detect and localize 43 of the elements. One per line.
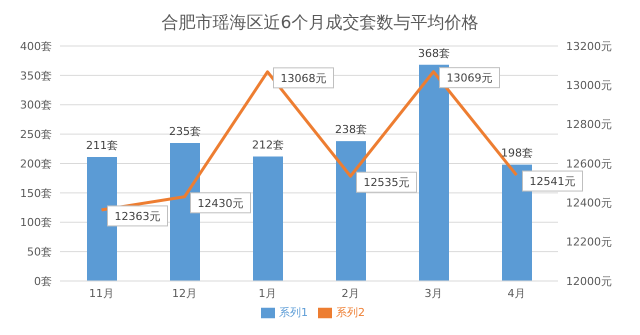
bar [502, 164, 532, 281]
y2-tick-label: 12600元 [566, 157, 612, 170]
bar [419, 64, 449, 281]
legend-label: 系列2 [336, 306, 365, 319]
x-tick-label: 1月 [258, 286, 276, 300]
data-label: 13069元 [446, 72, 492, 85]
y2-tick-label: 12400元 [566, 196, 612, 210]
data-label: 12541元 [530, 175, 576, 188]
y-tick-label: 250套 [20, 128, 52, 142]
chart-title: 合肥市瑶海区近6个月成交套数与平均价格 [160, 12, 480, 35]
data-label: 12430元 [198, 196, 244, 210]
data-label: 235套 [169, 124, 201, 138]
y-tick-label: 400套 [20, 40, 52, 53]
data-label: 368套 [418, 46, 450, 60]
data-label: 238套 [335, 123, 367, 136]
y2-tick-label: 12000元 [566, 274, 612, 288]
y-tick-label: 50套 [27, 246, 52, 259]
y-tick-label: 150套 [20, 186, 52, 200]
y-tick-label: 350套 [20, 69, 52, 82]
data-label: 212套 [252, 138, 284, 152]
bar [336, 141, 366, 281]
data-label: 211套 [86, 139, 118, 152]
bar [170, 142, 200, 281]
data-label: 13068元 [280, 72, 326, 85]
x-tick-label: 11月 [89, 286, 114, 300]
y-tick-label: 300套 [20, 98, 52, 112]
y-tick-label: 100套 [20, 216, 52, 230]
legend-label: 系列1 [279, 306, 308, 319]
x-tick-label: 12月 [172, 286, 197, 300]
data-label: 12535元 [364, 176, 410, 190]
y2-tick-label: 13000元 [566, 79, 612, 92]
bar [253, 156, 283, 281]
y2-tick-label: 13200元 [566, 40, 612, 53]
y2-tick-label: 12200元 [566, 236, 612, 249]
x-tick-label: 3月 [424, 286, 442, 300]
y-tick-label: 200套 [20, 157, 52, 170]
x-tick-label: 4月 [508, 286, 526, 300]
x-tick-label: 2月 [342, 286, 360, 300]
data-label: 198套 [501, 146, 533, 160]
y2-tick-label: 12800元 [566, 118, 612, 132]
bar [87, 157, 117, 281]
data-label: 12363元 [114, 210, 160, 223]
y-tick-label: 0套 [34, 274, 52, 288]
